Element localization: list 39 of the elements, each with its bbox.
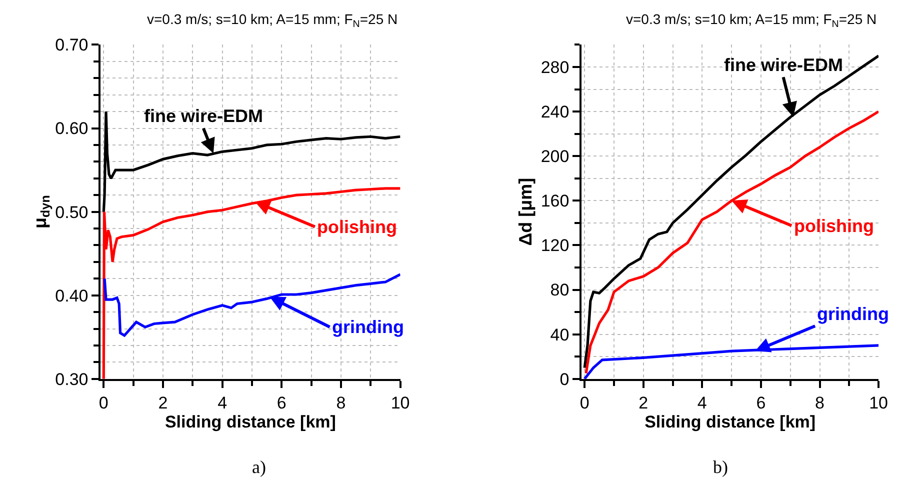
y-tick-label: 0.70 [55, 36, 88, 55]
line-series [102, 110, 400, 214]
y-tick-label: 0 [560, 370, 570, 389]
x-tick-label: 6 [756, 393, 766, 412]
x-tick-label: 0 [580, 393, 590, 412]
y-tick-label: 240 [540, 102, 570, 122]
x-tick-label: 2 [638, 393, 648, 412]
text: a) [252, 457, 266, 477]
y-tick-label: 0.30 [55, 370, 88, 389]
y-tick-label: 120 [540, 236, 570, 256]
y-tick-label: 0.60 [55, 119, 88, 138]
y-tick-label: 160 [540, 192, 570, 211]
y-tick-label: 40 [550, 325, 570, 344]
x-tick-label: 0 [98, 393, 108, 412]
y-tick-label: 0.50 [55, 202, 88, 222]
x-tick-label: 6 [276, 393, 286, 412]
y-tick-label: 200 [540, 147, 570, 166]
x-tick-label: 8 [815, 393, 824, 412]
text: b) [713, 457, 728, 477]
y-tick-label: 280 [540, 58, 570, 77]
x-tick-label: 10 [869, 393, 888, 412]
x-tick-label: 10 [390, 393, 410, 412]
y-tick-label: 0.40 [55, 286, 88, 306]
x-tick-label: 4 [697, 393, 707, 412]
annotation: polishing [794, 216, 874, 236]
y-axis-title: Δd [μm] [516, 178, 536, 246]
chart-title: v=0.3 m/s; s=10 km; A=15 mm; F$_{N}$=25 N [147, 11, 398, 30]
annotation: fine wire-EDM [144, 106, 264, 126]
x-tick-label: 4 [218, 393, 228, 412]
chart-title: v=0.3 m/s; s=10 km; A=15 mm; F$_{N}$=25 N [626, 11, 877, 30]
x-axis-title: Sliding distance [km] [644, 412, 816, 432]
x-tick-label: 8 [336, 393, 346, 412]
x-axis-title: Sliding distance [km] [164, 412, 336, 432]
annotation: grinding [817, 304, 889, 324]
x-tick-label: 2 [158, 393, 168, 412]
annotation: polishing [317, 217, 397, 237]
annotation: fine wire-EDM [724, 55, 844, 75]
y-tick-label: 80 [550, 280, 570, 300]
annotation: grinding [332, 317, 404, 337]
